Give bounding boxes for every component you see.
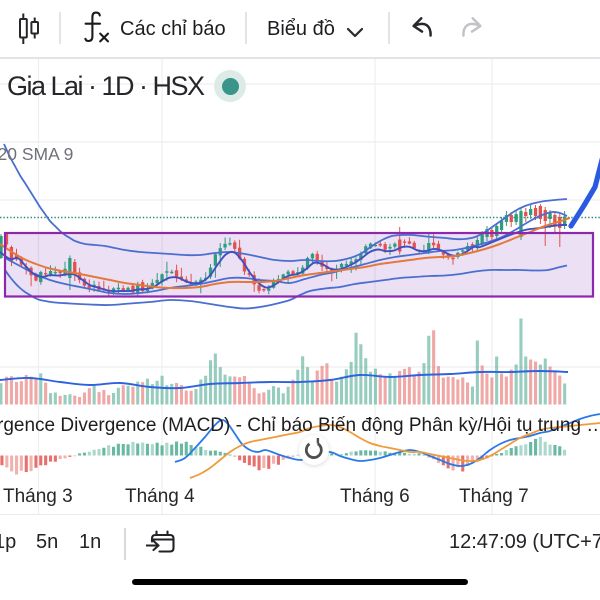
svg-text:Biểu đồ: Biểu đồ [267, 18, 335, 40]
svg-text:Các chỉ báo: Các chỉ báo [120, 18, 226, 40]
